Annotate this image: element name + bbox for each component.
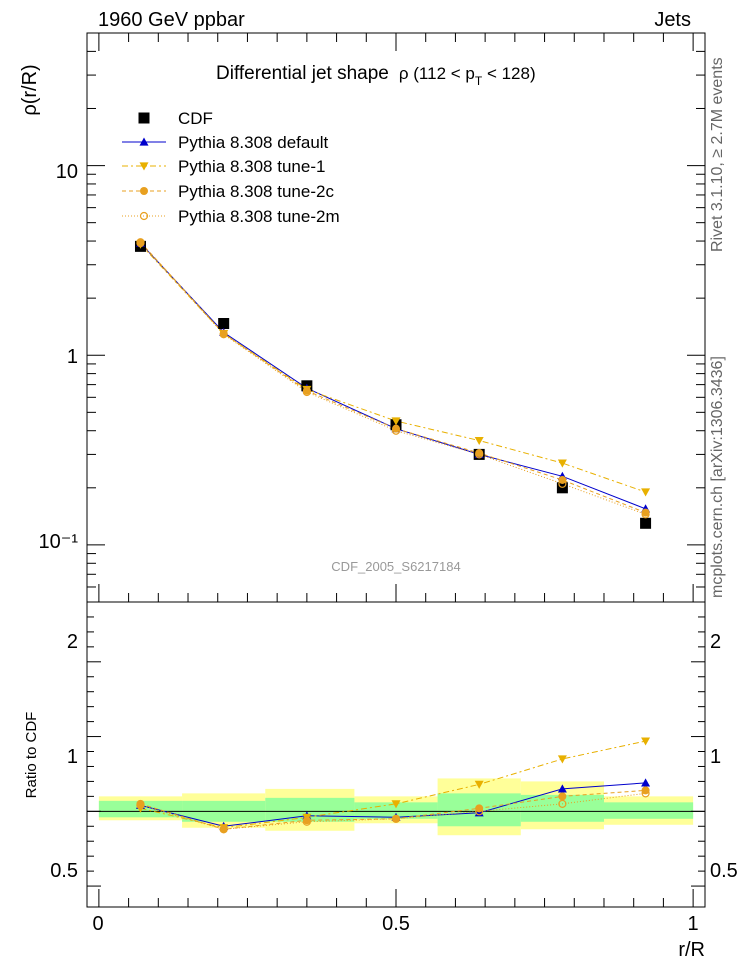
main-line-3 xyxy=(140,241,646,514)
main-point-2-4 xyxy=(474,436,484,446)
main-point-4-2 xyxy=(302,387,311,397)
title-end: < 128) xyxy=(482,64,535,83)
ratio-point-3-4 xyxy=(475,807,484,816)
main-point-2-3 xyxy=(391,417,401,426)
ytick-label-1: 1 xyxy=(67,346,78,368)
energy-label: 1960 GeV ppbar xyxy=(98,9,245,31)
x-axis-label: r/R xyxy=(678,939,705,961)
title-rho: ρ (112 < p xyxy=(399,64,475,83)
ytick-label-10: 10 xyxy=(56,161,78,183)
legend-marker-2 xyxy=(139,162,149,171)
xtick-label-1: 1 xyxy=(687,913,698,935)
analysis-watermark: CDF_2005_S6217184 xyxy=(331,559,460,574)
main-point-0-1 xyxy=(218,318,230,330)
main-point-2-5 xyxy=(557,459,567,468)
ratio-point-1-4 xyxy=(474,780,484,789)
main-point-4-3 xyxy=(391,426,401,435)
ratio-point-2-5 xyxy=(558,792,567,801)
main-line-4 xyxy=(140,242,646,515)
legend-entry-1: Pythia 8.308 default xyxy=(178,133,329,152)
band-green-3 xyxy=(354,802,438,819)
ratio-ytick-label-0.5: 0.5 xyxy=(50,860,78,882)
chart-title: Differential jet shape ρ (112 < pT < 128) xyxy=(216,63,536,88)
rivet-label: Rivet 3.1.10, ≥ 2.7M events xyxy=(709,57,726,252)
ratio-point-0-6 xyxy=(641,778,651,787)
mcplots-label: mcplots.cern.ch [arXiv:1306.3436] xyxy=(709,356,726,598)
main-point-2-6 xyxy=(641,488,651,497)
ratio-point-2-3 xyxy=(392,814,400,823)
band-green-6 xyxy=(603,802,694,819)
ratio-plot-frame xyxy=(86,601,706,908)
main-point-4-0 xyxy=(136,239,145,248)
legend-marker-4 xyxy=(139,211,149,221)
ratio-point-0-5 xyxy=(557,784,567,793)
legend-entry-2: Pythia 8.308 tune-1 xyxy=(178,157,325,176)
ratio-ytick-label-1-right: 1 xyxy=(710,746,721,768)
ratio-ytick-label-0.5-right: 0.5 xyxy=(710,860,738,882)
ratio-point-3-3 xyxy=(391,814,401,823)
legend-entry-0: CDF xyxy=(178,109,213,128)
ratio-point-2-1 xyxy=(219,825,228,834)
process-label: Jets xyxy=(654,9,691,31)
ratio-point-1-6 xyxy=(641,737,651,746)
ratio-ytick-label-2-right: 2 xyxy=(710,631,721,653)
ratio-line-3 xyxy=(140,792,646,830)
main-line-2 xyxy=(140,243,646,493)
title-main: Differential jet shape xyxy=(216,63,389,84)
main-point-0-6 xyxy=(640,517,652,529)
legend-entry-3: Pythia 8.308 tune-2c xyxy=(178,182,334,201)
ratio-point-3-2 xyxy=(302,817,311,826)
ratio-point-3-6 xyxy=(641,789,650,798)
ratio-point-1-3 xyxy=(391,800,401,809)
legend-marker-3 xyxy=(140,187,148,195)
ratio-point-3-0 xyxy=(136,801,145,810)
ytick-label-0.1: 10⁻¹ xyxy=(39,531,79,553)
main-point-4-1 xyxy=(219,330,228,339)
legend-marker-1 xyxy=(139,137,149,146)
legend-entry-4: Pythia 8.308 tune-2m xyxy=(178,207,340,226)
main-point-3-3 xyxy=(392,424,400,433)
title-subscript: T xyxy=(475,74,483,88)
ratio-series xyxy=(135,737,651,834)
ratio-y-axis-label: Ratio to CDF xyxy=(23,712,40,799)
xtick-label-0.5: 0.5 xyxy=(382,913,410,935)
ratio-ytick-label-2: 2 xyxy=(67,631,78,653)
main-point-4-6 xyxy=(641,510,650,519)
ratio-point-3-1 xyxy=(219,825,228,834)
ratio-point-1-5 xyxy=(557,755,567,764)
main-series xyxy=(134,238,652,529)
legend-marker-0 xyxy=(138,112,150,124)
main-point-4-4 xyxy=(475,450,484,459)
main-line-1 xyxy=(140,242,646,510)
ratio-ytick-label-1: 1 xyxy=(67,746,78,768)
main-point-4-5 xyxy=(558,479,567,488)
xtick-label-0: 0 xyxy=(92,913,103,935)
main-point-3-6 xyxy=(641,508,650,517)
legend: CDF Pythia 8.308 default Pythia 8.308 tu… xyxy=(122,109,340,226)
y-axis-label: ρ(r/R) xyxy=(19,64,41,115)
axis-ticks xyxy=(87,32,705,907)
ratio-point-3-5 xyxy=(558,799,567,808)
